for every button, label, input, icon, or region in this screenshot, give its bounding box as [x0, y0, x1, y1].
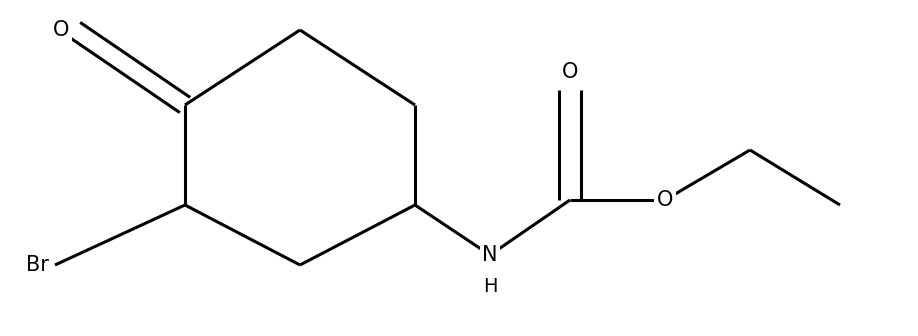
Text: O: O: [562, 62, 578, 82]
Text: O: O: [656, 190, 673, 210]
Text: O: O: [52, 20, 69, 40]
Text: Br: Br: [26, 255, 49, 275]
Text: N: N: [482, 245, 498, 265]
Text: H: H: [483, 277, 498, 296]
